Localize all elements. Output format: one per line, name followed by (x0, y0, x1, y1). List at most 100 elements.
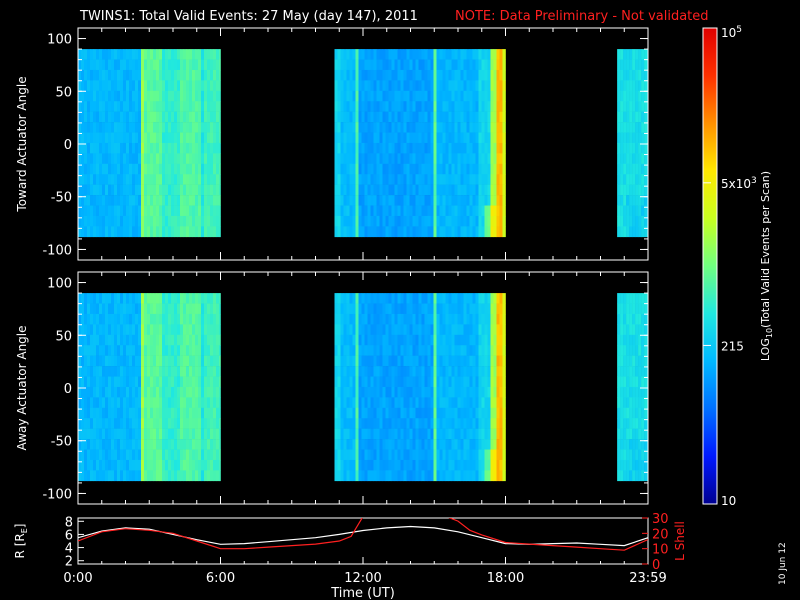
heatmap-cell (487, 111, 491, 123)
heatmap-cell (213, 101, 217, 112)
heatmap-cell (448, 215, 452, 227)
heatmap-cell (198, 49, 202, 60)
heatmap-cell (448, 459, 452, 471)
heatmap-cell (629, 184, 633, 196)
heatmap-cell (403, 428, 407, 440)
heatmap-cell (635, 345, 639, 356)
heatmap-cell (451, 376, 455, 388)
heatmap-cell (361, 439, 365, 450)
heatmap-cell (463, 407, 467, 419)
heatmap-cell (105, 90, 109, 102)
heatmap-cell (352, 163, 356, 175)
heatmap-cell (397, 205, 401, 217)
heatmap-cell (343, 174, 347, 185)
heatmap-cell (427, 345, 431, 356)
heatmap-cell (349, 184, 353, 196)
heatmap-cell (216, 313, 220, 325)
heatmap-cell (84, 132, 88, 144)
heatmap-cell (111, 313, 115, 325)
heatmap-cell (484, 49, 488, 60)
heatmap-cell (475, 80, 479, 92)
heatmap-cell (150, 386, 154, 398)
heatmap-cell (189, 174, 193, 185)
heatmap-cell (150, 366, 154, 377)
heatmap-cell (352, 122, 356, 133)
heatmap-cell (219, 470, 221, 482)
heatmap-cell (475, 205, 479, 217)
heatmap-cell (99, 205, 103, 217)
heatmap-cell (201, 122, 205, 133)
heatmap-cell (439, 459, 443, 471)
heatmap-cell (117, 132, 121, 144)
heatmap-cell (367, 142, 371, 154)
heatmap-cell (412, 345, 416, 356)
heatmap-cell (391, 334, 395, 346)
heatmap-cell (481, 366, 485, 377)
heatmap-cell (334, 132, 338, 144)
heatmap-cell (141, 428, 145, 440)
heatmap-cell (484, 101, 488, 112)
heatmap-cell (177, 205, 181, 217)
heatmap-cell (96, 386, 100, 398)
heatmap-cell (174, 174, 178, 185)
heatmap-cell (168, 59, 172, 71)
heatmap-cell (641, 439, 645, 450)
heatmap-cell (385, 153, 389, 165)
heatmap-cell (472, 470, 476, 482)
heatmap-cell (96, 418, 100, 429)
heatmap-cell (207, 59, 211, 71)
heatmap-cell (397, 195, 401, 206)
heatmap-cell (346, 90, 350, 102)
heatmap-cell (451, 386, 455, 398)
heatmap-cell (180, 142, 184, 154)
heatmap-cell (635, 303, 639, 315)
heatmap-cell (403, 90, 407, 102)
heatmap-cell (177, 324, 181, 336)
heatmap-cell (484, 303, 488, 315)
heatmap-cell (445, 313, 449, 325)
heatmap-cell (216, 153, 220, 165)
heatmap-cell (644, 293, 648, 304)
heatmap-cell (436, 397, 440, 409)
heatmap-cell (102, 313, 106, 325)
heatmap-cell (379, 470, 383, 482)
heatmap-cell (150, 184, 154, 196)
heatmap-cell (433, 226, 437, 238)
heatmap-cell (466, 205, 470, 217)
heatmap-cell (114, 303, 118, 315)
heatmap-cell (451, 459, 455, 471)
heatmap-cell (644, 215, 648, 227)
heatmap-cell (626, 205, 630, 217)
heatmap-cell (427, 428, 431, 440)
heatmap-cell (385, 355, 389, 367)
y-tick-label: 50 (55, 85, 72, 100)
heatmap-cell (123, 366, 127, 377)
heatmap-cell (352, 142, 356, 154)
heatmap-cell (114, 122, 118, 133)
heatmap-cell (81, 303, 85, 315)
heatmap-cell (457, 397, 461, 409)
heatmap-cell (445, 69, 449, 81)
heatmap-cell (448, 293, 452, 304)
heatmap-cell (484, 90, 488, 102)
heatmap-cell (102, 226, 106, 238)
heatmap-cell (105, 153, 109, 165)
heatmap-cell (207, 313, 211, 325)
heatmap-cell (162, 386, 166, 398)
heatmap-cell (466, 142, 470, 154)
heatmap-cell (499, 132, 503, 144)
heatmap-cell (355, 174, 359, 185)
heatmap-cell (108, 324, 112, 336)
heatmap-cell (138, 397, 142, 409)
heatmap-cell (442, 174, 446, 185)
heatmap-cell (379, 439, 383, 450)
heatmap-cell (406, 49, 410, 60)
colorbar-label: LOG10(Total Valid Events per Scan) (759, 171, 774, 361)
heatmap-cell (132, 386, 136, 398)
heatmap-cell (421, 174, 425, 185)
heatmap-cell (469, 184, 473, 196)
heatmap-cell (93, 439, 97, 450)
heatmap-cell (141, 80, 145, 92)
heatmap-cell (99, 49, 103, 60)
